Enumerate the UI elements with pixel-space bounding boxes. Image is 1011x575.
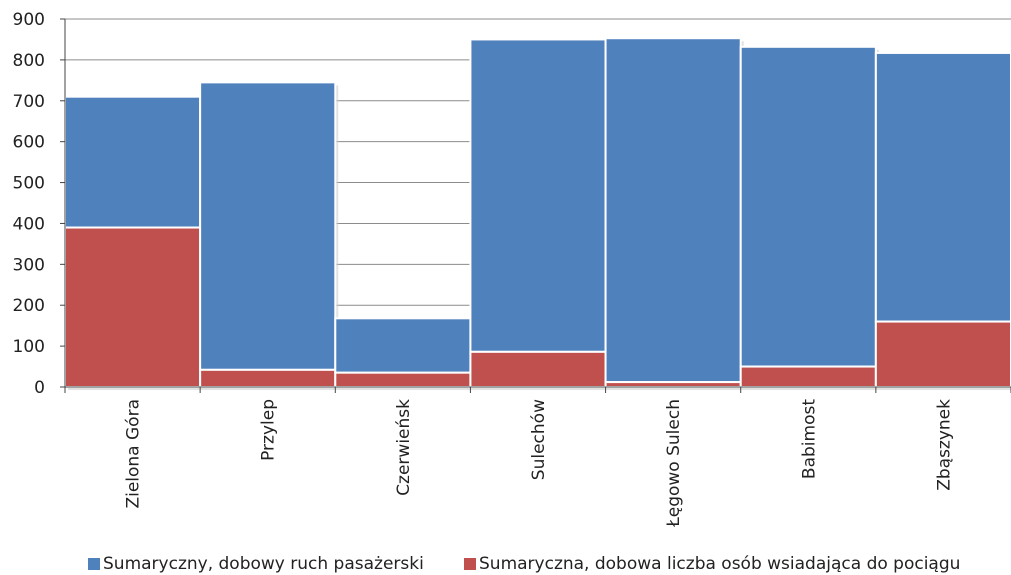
bar-series-2 (469, 350, 607, 388)
y-tick-label-700: 700 (13, 92, 45, 112)
bar-series-2 (604, 381, 742, 388)
bar-series-1 (604, 37, 742, 384)
y-tick-label-600: 600 (13, 133, 45, 153)
legend-label-series-2: Sumaryczna, dobowa liczba osób wsiadając… (479, 554, 960, 574)
x-axis: Zielona Góra Przylep Czerwieńsk Sulechów Łęg… (64, 386, 1011, 528)
bar-series-2 (64, 226, 202, 388)
bar-group-4 (604, 37, 744, 391)
x-category-label: Zbąszynek (934, 399, 954, 491)
bar-series-1 (199, 81, 337, 371)
x-category-label: Czerwieńsk (394, 399, 414, 496)
x-category-label: Zielona Góra (124, 399, 144, 509)
bar-series-1 (739, 45, 877, 368)
legend-swatch-series-1 (88, 558, 100, 570)
y-axis: 0 100 200 300 400 500 600 700 800 900 (13, 10, 66, 398)
bar-group-5 (739, 45, 879, 390)
bar-series-2 (874, 320, 1011, 389)
y-tick-label-800: 800 (13, 51, 45, 71)
bar-series-2 (199, 368, 337, 388)
y-tick-label-500: 500 (13, 174, 45, 194)
x-category-label: Łęgowo Sulech (664, 399, 684, 528)
bar-series-1 (334, 317, 472, 374)
bar-group-3 (469, 38, 609, 390)
bar-series-1 (64, 95, 202, 229)
bar-group-6 (874, 51, 1011, 391)
y-tick-label-300: 300 (13, 255, 45, 275)
y-tick-label-200: 200 (13, 296, 45, 316)
y-tick-label-100: 100 (13, 337, 45, 357)
bar-series-2 (739, 365, 877, 388)
y-tick-label-400: 400 (13, 214, 45, 234)
legend-swatch-series-2 (464, 558, 476, 570)
x-category-label: Babimost (799, 399, 819, 479)
legend: Sumaryczny, dobowy ruch pasażerski Sumar… (88, 554, 960, 574)
bar-series-1 (874, 51, 1011, 323)
x-category-label: Przylep (259, 399, 279, 461)
bar-series-1 (469, 38, 607, 353)
bar-group-1 (199, 81, 339, 390)
bar-group-0 (64, 95, 204, 390)
bars (64, 37, 1011, 391)
bar-series-2 (334, 371, 472, 389)
bar-group-2 (334, 317, 474, 390)
x-category-label: Sulechów (529, 399, 549, 480)
legend-label-series-1: Sumaryczny, dobowy ruch pasażerski (103, 554, 424, 574)
y-tick-label-0: 0 (34, 378, 45, 398)
y-tick-label-900: 900 (13, 10, 45, 30)
